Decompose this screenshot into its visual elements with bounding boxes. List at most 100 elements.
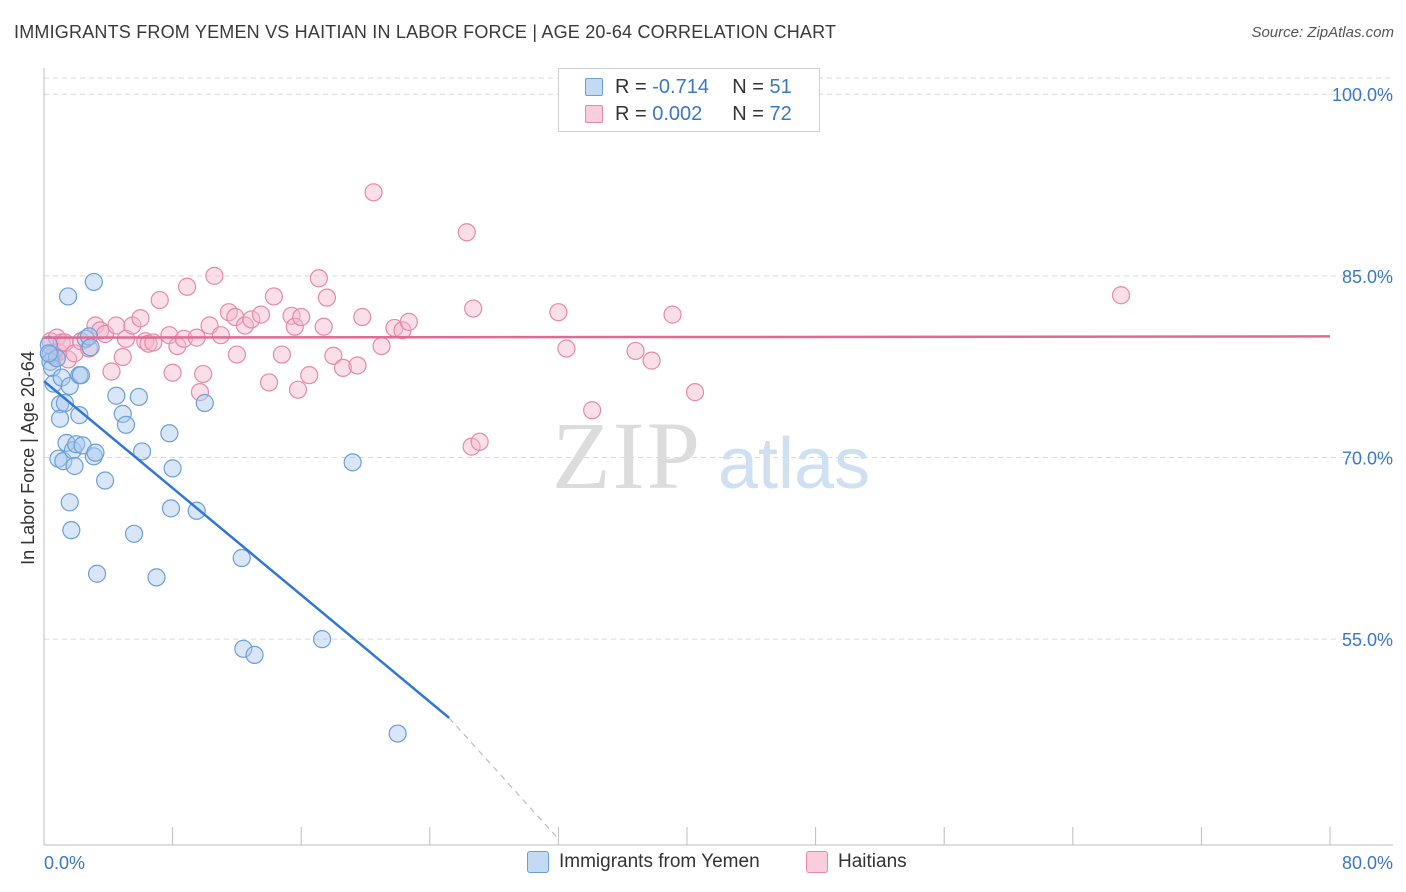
data-point [205, 266, 224, 285]
data-point [86, 443, 105, 462]
data-point [60, 493, 79, 512]
data-point [163, 459, 182, 478]
legend-item-yemen: Immigrants from Yemen [527, 851, 760, 873]
data-point [113, 404, 132, 424]
data-point [113, 347, 132, 367]
data-point [557, 339, 576, 358]
data-point [129, 387, 148, 407]
data-point [70, 406, 89, 425]
data-point [194, 364, 213, 384]
data-point [195, 393, 214, 413]
data-point [124, 524, 144, 543]
data-point [626, 341, 645, 361]
data-point [264, 287, 283, 306]
pink-r-label: R = [615, 102, 647, 125]
haitians-trend-line [43, 335, 1331, 339]
blue-r-label: R = [615, 75, 647, 98]
data-point [132, 442, 152, 461]
y-tick-label: 85.0% [1342, 267, 1393, 287]
data-point [39, 344, 58, 363]
x-tick-label-min: 0.0% [44, 853, 85, 873]
haitians-legend-label: Haitians [838, 851, 907, 872]
data-point [583, 401, 602, 420]
chart-title: IMMIGRANTS FROM YEMEN VS HAITIAN IN LABO… [14, 22, 837, 42]
data-point [232, 548, 251, 568]
legend-item-haitians: Haitians [806, 851, 907, 873]
data-point [227, 345, 246, 364]
blue-legend-swatch [585, 78, 603, 96]
data-point [251, 305, 271, 324]
data-point [234, 639, 253, 658]
data-point [317, 288, 337, 307]
pink-n-label: N = [732, 102, 764, 125]
data-point [55, 393, 74, 413]
data-point [300, 366, 319, 385]
data-point [285, 317, 304, 336]
data-point [388, 724, 407, 743]
y-tick-label: 100.0% [1332, 85, 1393, 105]
data-point [364, 183, 383, 202]
data-point [59, 287, 78, 306]
yemen-trend-extension [448, 717, 559, 840]
y-axis-label: In Labor Force | Age 20-64 [18, 351, 38, 565]
pink-r-value: 0.002 [652, 102, 703, 125]
data-point [116, 415, 136, 434]
y-tick-label: 70.0% [1342, 449, 1393, 469]
data-point [1111, 286, 1131, 305]
data-point [177, 277, 197, 296]
data-point [161, 499, 181, 518]
data-point [160, 424, 179, 443]
data-point [211, 326, 230, 345]
data-point [49, 449, 68, 468]
data-point [65, 456, 84, 476]
data-point [292, 307, 311, 327]
data-point [399, 312, 419, 331]
data-point [343, 453, 362, 472]
blue-r-value: -0.714 [652, 75, 709, 98]
data-point [685, 383, 705, 402]
pink-legend-swatch [585, 105, 603, 123]
data-point [324, 346, 343, 365]
watermark-zip: ZIP [552, 402, 702, 509]
haitians-swatch [806, 851, 828, 873]
source-label: Source: ZipAtlas.com [1251, 24, 1394, 41]
data-point [84, 272, 103, 292]
blue-n-value: 51 [769, 75, 792, 98]
correlation-legend: R = -0.714 N = 51 R = 0.002 N = 72 [558, 68, 820, 132]
pink-n-value: 72 [769, 102, 792, 125]
data-point [107, 316, 126, 335]
data-point [642, 351, 661, 370]
data-point [95, 471, 115, 490]
data-point [163, 363, 182, 382]
yemen-trend-line [43, 380, 450, 719]
data-point [288, 380, 308, 399]
data-point [62, 521, 81, 540]
data-point [282, 306, 301, 325]
data-point [187, 501, 206, 520]
data-point [87, 564, 107, 583]
data-point [312, 630, 332, 649]
data-point [457, 223, 476, 242]
data-point [71, 366, 91, 385]
data-point [549, 303, 568, 322]
data-point [333, 358, 353, 377]
data-point [470, 432, 489, 451]
data-point [107, 386, 126, 405]
watermark-atlas: atlas [718, 424, 870, 504]
data-point [190, 383, 210, 402]
data-point [81, 338, 100, 357]
data-point [259, 373, 279, 392]
blue-n-label: N = [732, 75, 764, 98]
data-point [131, 309, 150, 328]
yemen-legend-label: Immigrants from Yemen [559, 851, 760, 872]
data-point [102, 362, 121, 381]
data-point [353, 307, 372, 327]
data-point [314, 317, 333, 336]
data-point [174, 329, 193, 348]
data-point [464, 299, 483, 318]
yemen-swatch [527, 851, 549, 873]
data-point [150, 290, 169, 310]
data-point [663, 305, 682, 324]
data-point [42, 358, 62, 377]
